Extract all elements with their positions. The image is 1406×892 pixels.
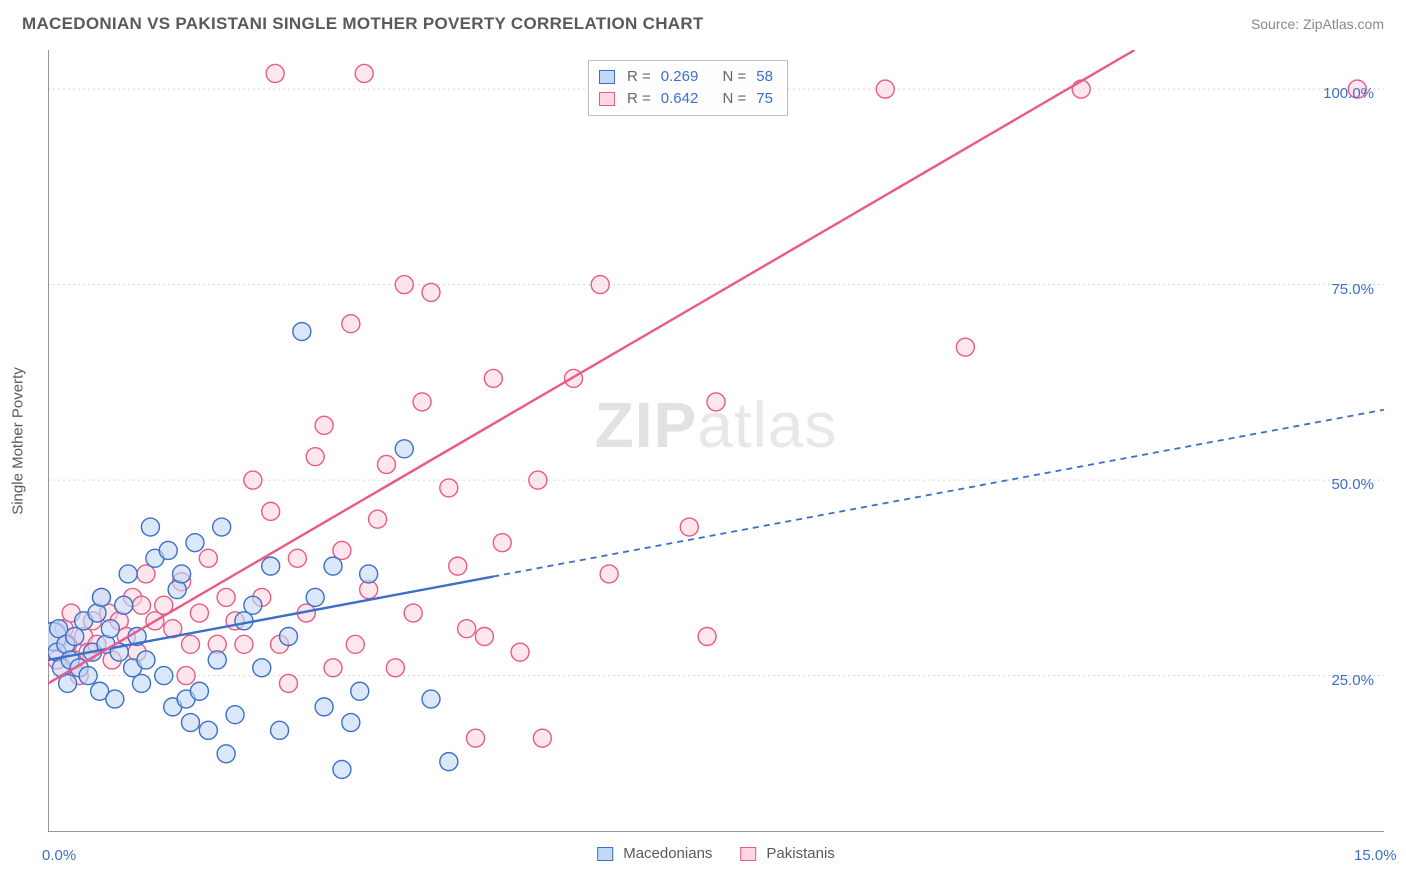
y-tick-label: 25.0% (1331, 672, 1374, 689)
n-label: N = (722, 88, 746, 110)
y-tick-label: 50.0% (1331, 476, 1374, 493)
n-value-macedonians: 58 (756, 66, 773, 88)
x-tick-label: 15.0% (1354, 847, 1397, 864)
y-tick-label: 100.0% (1323, 85, 1374, 102)
swatch-blue-icon (597, 847, 613, 861)
chart-header: MACEDONIAN VS PAKISTANI SINGLE MOTHER PO… (0, 0, 1406, 44)
source-attribution: Source: ZipAtlas.com (1251, 16, 1384, 32)
n-label: N = (722, 66, 746, 88)
legend-label-pakistanis: Pakistanis (766, 845, 834, 862)
r-value-macedonians: 0.269 (661, 66, 699, 88)
legend-row-macedonians: R = 0.269 N = 58 (599, 66, 773, 88)
chart-title: MACEDONIAN VS PAKISTANI SINGLE MOTHER PO… (22, 14, 704, 34)
chart-area: Single Mother Poverty ZIPatlas R = 0.269… (48, 50, 1384, 832)
scatter-plot (48, 50, 1384, 832)
n-value-pakistanis: 75 (756, 88, 773, 110)
y-axis-label: Single Mother Poverty (10, 367, 27, 515)
r-label: R = (627, 88, 651, 110)
swatch-blue-icon (599, 70, 615, 84)
bottom-legend: Macedonians Pakistanis (597, 845, 835, 862)
r-value-pakistanis: 0.642 (661, 88, 699, 110)
y-tick-label: 75.0% (1331, 281, 1374, 298)
legend-row-pakistanis: R = 0.642 N = 75 (599, 88, 773, 110)
legend-item-macedonians: Macedonians (597, 845, 712, 862)
correlation-legend: R = 0.269 N = 58 R = 0.642 N = 75 (588, 60, 788, 116)
legend-label-macedonians: Macedonians (623, 845, 712, 862)
swatch-pink-icon (599, 92, 615, 106)
r-label: R = (627, 66, 651, 88)
swatch-pink-icon (740, 847, 756, 861)
x-tick-label: 0.0% (42, 847, 76, 864)
legend-item-pakistanis: Pakistanis (740, 845, 834, 862)
